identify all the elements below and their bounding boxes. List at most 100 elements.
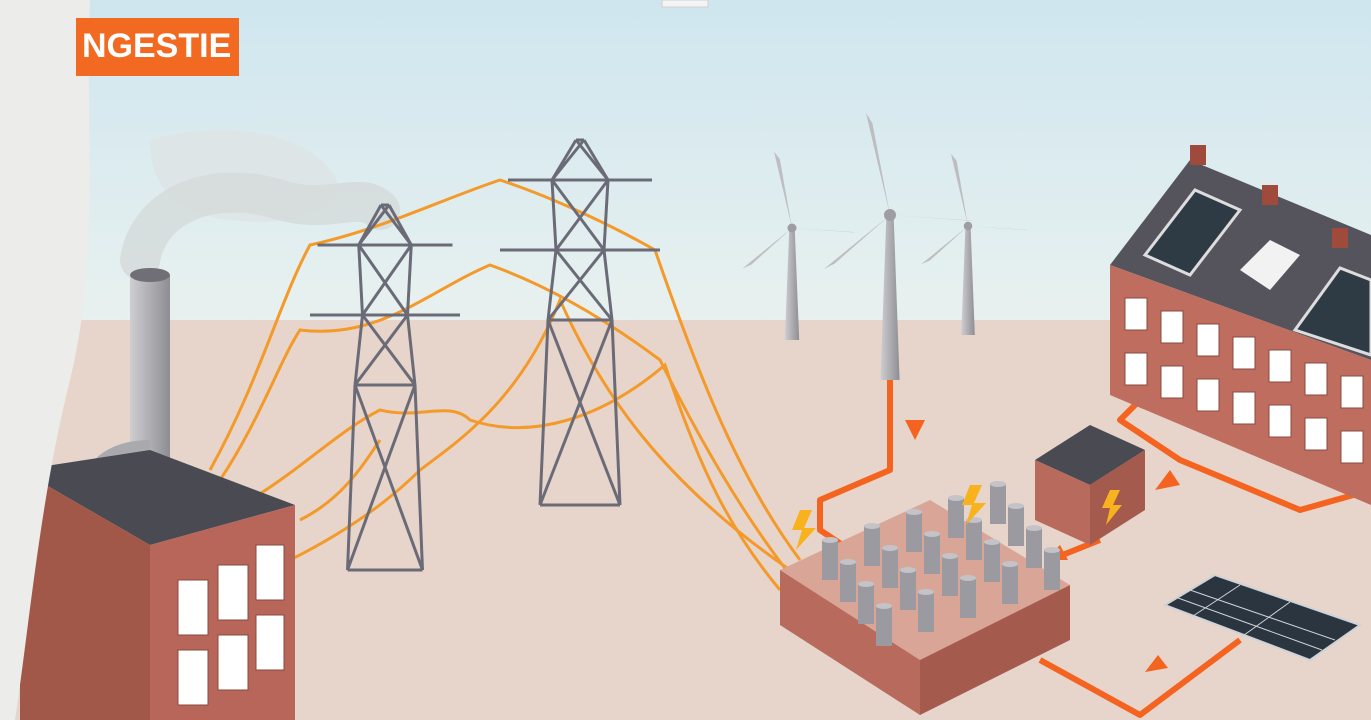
chimney: [1332, 228, 1348, 248]
power-cables: [208, 178, 802, 591]
window: [1232, 391, 1256, 425]
cell: [960, 578, 976, 618]
chimney-top: [130, 268, 170, 282]
cell-top: [942, 553, 958, 559]
substation-front: [1090, 450, 1145, 545]
window: [1268, 349, 1292, 383]
factory: [20, 268, 295, 720]
turbine-hub: [787, 223, 797, 233]
cell-top: [948, 495, 964, 501]
cable: [289, 296, 791, 572]
cell: [822, 540, 838, 580]
battery-cells: [822, 481, 1060, 646]
window: [177, 579, 209, 636]
turbine-blade: [742, 228, 792, 269]
cell: [900, 570, 916, 610]
cable: [218, 263, 792, 576]
cell-top: [882, 545, 898, 551]
window: [217, 634, 249, 691]
turbine-tower: [961, 226, 975, 335]
arrow: [905, 420, 925, 440]
cell: [948, 498, 964, 538]
arrow: [1155, 470, 1180, 490]
cable: [208, 178, 802, 561]
turbine-blade: [951, 153, 968, 226]
window: [1196, 323, 1220, 357]
cell-top: [984, 539, 1000, 545]
window: [1196, 378, 1220, 412]
turbine-blade: [824, 215, 890, 269]
solar-roof-panel: [1142, 188, 1243, 277]
window: [1124, 297, 1148, 331]
cable: [299, 439, 382, 522]
window: [1304, 417, 1328, 451]
cell: [966, 520, 982, 560]
turbine-hub: [884, 209, 896, 221]
window: [1268, 404, 1292, 438]
cell-top: [1002, 561, 1018, 567]
battery-station: [780, 481, 1070, 715]
cell: [906, 512, 922, 552]
house-roof: [1110, 160, 1371, 360]
window: [255, 614, 285, 671]
panel-grid: [1177, 584, 1336, 651]
page-curl: [0, 0, 90, 720]
cell-top: [858, 581, 874, 587]
turbine-tower: [880, 215, 900, 380]
cell: [984, 542, 1000, 582]
turbine-blade: [774, 151, 792, 228]
battery-top: [780, 500, 1070, 660]
cell-top: [876, 603, 892, 609]
skylight: [1240, 240, 1300, 290]
window: [177, 649, 209, 706]
cell: [924, 534, 940, 574]
window: [1160, 310, 1184, 344]
window: [217, 564, 249, 621]
window: [255, 544, 285, 601]
cell-top: [918, 589, 934, 595]
lightning: [792, 510, 816, 550]
turbine-blade: [792, 228, 855, 233]
cable: [249, 362, 782, 591]
house-windows: [1124, 297, 1364, 464]
cell: [864, 526, 880, 566]
turbine-tower: [784, 228, 800, 340]
cell-top: [864, 523, 880, 529]
cell-top: [822, 537, 838, 543]
cell: [840, 562, 856, 602]
pylon: [310, 203, 460, 572]
cell-top: [900, 567, 916, 573]
cell: [1008, 506, 1024, 546]
cell: [942, 556, 958, 596]
substation: [1035, 425, 1145, 545]
cell: [882, 548, 898, 588]
cell-top: [1044, 547, 1060, 553]
cell-top: [1008, 503, 1024, 509]
cell: [1002, 564, 1018, 604]
factory-roof: [20, 450, 295, 545]
flow-line: [817, 380, 893, 553]
factory-side: [20, 470, 150, 720]
turbine-blade: [921, 226, 968, 265]
battery-side: [780, 570, 920, 715]
turbine-blade: [866, 113, 890, 215]
substation-roof: [1035, 425, 1145, 485]
cell: [990, 484, 1006, 524]
window: [1340, 375, 1364, 409]
lightning: [962, 485, 986, 525]
battery-front: [920, 585, 1070, 715]
solar-panel: [1162, 573, 1363, 662]
turbine-hub: [963, 221, 973, 231]
chimney: [1190, 145, 1206, 165]
title-badge: [76, 18, 239, 76]
chimney: [1262, 185, 1278, 205]
wind-turbines: [742, 113, 1028, 380]
top-tab: [661, 0, 709, 8]
window: [1304, 362, 1328, 396]
window: [1340, 430, 1364, 464]
cell: [876, 606, 892, 646]
houses: [1110, 145, 1371, 505]
window: [1232, 336, 1256, 370]
